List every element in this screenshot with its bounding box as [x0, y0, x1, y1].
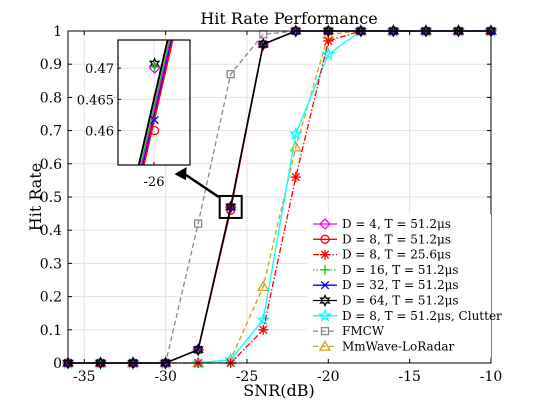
x-tick-label: -15 — [398, 369, 421, 385]
inset-lines — [137, 40, 174, 165]
data-point — [224, 200, 237, 214]
inset-series-line — [142, 40, 173, 165]
x-tick-label: -20 — [317, 369, 340, 385]
legend-swatch-marker — [320, 234, 330, 244]
legend-label: D = 64, T = 51.2μs — [342, 294, 459, 308]
x-tick-label: -10 — [480, 369, 503, 385]
legend-swatch-marker — [319, 218, 331, 230]
y-tick-label: 1 — [53, 24, 62, 40]
inset-frame — [117, 39, 191, 166]
legend-swatch-marker — [320, 326, 330, 336]
data-point — [192, 343, 204, 357]
y-tick-label: 0 — [53, 356, 62, 372]
inset-series-line — [141, 40, 172, 165]
legend-label: D = 8, T = 25.6μs — [342, 248, 451, 262]
data-point — [94, 356, 107, 370]
data-point — [323, 35, 334, 46]
zoom-region-box — [218, 194, 243, 219]
legend-label: D = 8, T = 51.2μs — [342, 232, 451, 246]
y-tick-label: 0.2 — [40, 290, 62, 306]
y-tick-label: 0.3 — [40, 256, 62, 272]
legend-entry: D = 16, T = 51.2μs — [313, 263, 459, 277]
data-point — [226, 70, 235, 79]
zoom-arrow-head — [174, 167, 187, 181]
data-point — [62, 356, 74, 370]
y-tick-label: 0.1 — [40, 323, 62, 339]
y-tick-label: 0.6 — [40, 157, 62, 173]
x-tick-label: -30 — [154, 369, 177, 385]
inset-data-point — [150, 115, 159, 125]
inset-data-point — [149, 61, 160, 72]
inset-series-line — [143, 40, 174, 165]
data-point — [420, 24, 432, 38]
data-point — [127, 356, 139, 370]
data-point — [288, 126, 303, 140]
inset-y-tick-label: 0.46 — [85, 125, 114, 140]
legend-entry: D = 64, T = 51.2μs — [313, 294, 459, 308]
data-point — [290, 24, 302, 38]
x-tick-label: -25 — [236, 369, 259, 385]
data-point — [355, 24, 367, 38]
legend-box — [307, 214, 491, 358]
legend-label: FMCW — [342, 324, 385, 338]
zoom-inset: 0.47 0.465 0.46 -26 — [77, 39, 191, 190]
legend-entry: D = 8, T = 51.2μs, Clutter — [313, 308, 502, 323]
legend-swatch-marker — [318, 340, 332, 351]
legend-swatch-marker — [317, 308, 333, 322]
legend-swatch-marker — [320, 264, 330, 275]
ticks: -35 -30 -25 -20 -15 -10 0 0.1 0.2 0.3 0.4 0.5 0.6 0.7… — [40, 24, 503, 385]
legend-entry: D = 8, T = 51.2μs — [313, 232, 451, 246]
data-point — [194, 219, 203, 228]
data-point — [321, 46, 336, 61]
legend-label: D = 16, T = 51.2μs — [342, 263, 459, 277]
data-point — [256, 312, 271, 326]
legend-entry: D = 32, T = 51.2μs — [313, 278, 459, 292]
x-axis-label: SNR(dB) — [243, 381, 315, 400]
y-tick-label: 0.5 — [40, 190, 62, 206]
y-tick-label: 0.9 — [40, 57, 62, 73]
y-tick-label: 0.7 — [40, 124, 62, 140]
chart-title: Hit Rate Performance — [200, 9, 377, 28]
legend-label: D = 32, T = 51.2μs — [342, 278, 459, 292]
legend-label: D = 4, T = 51.2μs — [342, 217, 451, 231]
data-point — [257, 280, 270, 292]
data-point — [387, 24, 400, 38]
inset-y-tick-label: 0.465 — [77, 93, 114, 108]
zoom-pointer — [174, 167, 243, 219]
inset-series-line — [137, 40, 169, 165]
inset-x-tick-label: -26 — [144, 175, 165, 190]
y-axis-label: Hit Rate — [26, 163, 45, 231]
data-point — [258, 324, 269, 335]
legend-entry: FMCW — [313, 324, 385, 338]
legend-label: MmWave-LoRadar — [342, 339, 455, 353]
inset-y-tick-label: 0.47 — [85, 62, 114, 77]
legend-swatch-marker — [320, 280, 330, 290]
y-tick-label: 0.8 — [40, 90, 62, 106]
legend-label: D = 8, T = 51.2μs, Clutter — [342, 309, 502, 323]
data-point — [257, 37, 269, 51]
data-point — [322, 24, 335, 38]
data-point — [452, 24, 465, 38]
data-point — [159, 356, 172, 370]
legend-swatch-marker — [320, 249, 330, 260]
y-tick-label: 0.4 — [40, 223, 62, 239]
data-point — [290, 172, 301, 183]
legend-swatch-marker — [319, 293, 331, 308]
legend-entry: D = 4, T = 51.2μs — [313, 217, 451, 231]
legend-entry: MmWave-LoRadar — [313, 339, 455, 353]
inset-data-point — [149, 125, 160, 136]
legend-entry: D = 8, T = 25.6μs — [313, 248, 451, 262]
zoom-arrow-line — [185, 173, 220, 198]
x-tick-label: -35 — [73, 369, 96, 385]
inset-series-line — [140, 40, 171, 165]
